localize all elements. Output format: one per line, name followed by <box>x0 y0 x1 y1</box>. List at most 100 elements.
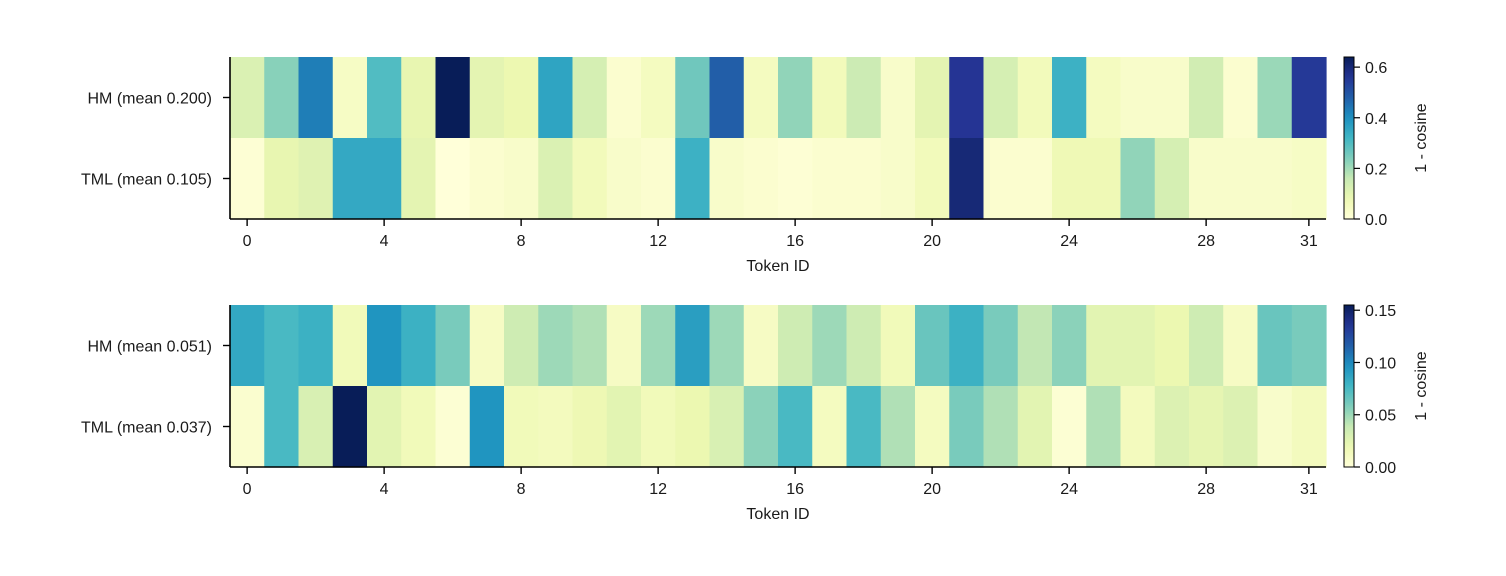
heatmap-cell <box>983 305 1019 387</box>
heatmap-cell <box>641 305 676 387</box>
heatmap-cell <box>298 57 334 139</box>
heatmap-cell <box>264 57 300 139</box>
heatmap-cell <box>1052 386 1087 468</box>
heatmap-cell <box>538 57 574 139</box>
heatmap-cell <box>1086 57 1122 139</box>
heatmap-cell <box>743 305 779 387</box>
heatmap-cell <box>846 386 882 468</box>
heatmap-cell <box>332 386 368 468</box>
x-tick-label: 4 <box>380 481 389 498</box>
heatmap-cell <box>675 386 711 468</box>
heatmap-cell <box>915 305 950 387</box>
heatmap-cell <box>880 386 916 468</box>
heatmap-cell <box>1257 305 1293 387</box>
row-label: TML (mean 0.105) <box>81 172 212 189</box>
colorbar-tick-label: 0.0 <box>1365 212 1387 229</box>
heatmap-cell <box>641 57 676 139</box>
heatmap-cell <box>1086 386 1122 468</box>
x-tick-label: 24 <box>1060 481 1078 498</box>
heatmap-cell <box>230 57 265 139</box>
x-tick-label: 20 <box>923 481 941 498</box>
x-tick-label: 16 <box>786 233 804 250</box>
colorbar-tick-label: 0.4 <box>1365 111 1387 128</box>
x-axis-label: Token ID <box>746 506 809 523</box>
x-tick-label: 0 <box>243 233 252 250</box>
heatmap-cell <box>435 138 471 220</box>
heatmap-cell <box>949 57 985 139</box>
heatmap-cell <box>401 57 437 139</box>
heatmap-cell <box>778 57 813 139</box>
heatmap-cell <box>1189 138 1224 220</box>
heatmap-cell <box>709 57 745 139</box>
heatmap-cell <box>778 305 813 387</box>
heatmap-cell <box>949 138 985 220</box>
heatmap-cell <box>709 305 745 387</box>
heatmap-cell <box>846 138 882 220</box>
heatmap-cell <box>367 386 402 468</box>
colorbar <box>1343 304 1355 468</box>
heatmap-cell <box>367 305 402 387</box>
heatmap-cell <box>1223 57 1259 139</box>
colorbar-tick-label: 0.10 <box>1365 355 1396 372</box>
heatmap-cell <box>1017 138 1053 220</box>
heatmap-cell <box>572 138 608 220</box>
heatmap-cell <box>1052 305 1087 387</box>
heatmap-cell <box>709 386 745 468</box>
heatmap-cell <box>401 305 437 387</box>
heatmap-cell <box>264 138 300 220</box>
heatmap-cell <box>709 138 745 220</box>
heatmap-cell <box>572 305 608 387</box>
heatmap-cell <box>367 138 402 220</box>
heatmap-cell <box>572 386 608 468</box>
heatmap-cell <box>880 57 916 139</box>
x-tick-label: 8 <box>517 233 526 250</box>
heatmap-cell <box>880 305 916 387</box>
heatmap-cell <box>332 138 368 220</box>
heatmap-cell <box>743 386 779 468</box>
colorbar-tick-label: 0.05 <box>1365 408 1396 425</box>
heatmap-cell <box>504 305 539 387</box>
heatmap-cell <box>606 138 642 220</box>
colorbar <box>1343 56 1355 220</box>
colorbar-label: 1 - cosine <box>1413 103 1430 172</box>
heatmap-cell <box>1154 57 1190 139</box>
heatmap-cell <box>983 386 1019 468</box>
heatmap-cell <box>1017 305 1053 387</box>
heatmap-cell <box>435 386 471 468</box>
heatmap-cell <box>675 57 711 139</box>
x-tick-label: 4 <box>380 233 389 250</box>
heatmap-cell <box>812 57 848 139</box>
x-tick-label: 8 <box>517 481 526 498</box>
heatmap-cell <box>1086 305 1122 387</box>
colorbar-label: 1 - cosine <box>1413 351 1430 420</box>
heatmap-cell <box>538 386 574 468</box>
heatmap-cell <box>298 138 334 220</box>
heatmap-cell <box>983 57 1019 139</box>
heatmap-cell <box>812 138 848 220</box>
heatmap-cell <box>1017 386 1053 468</box>
heatmap-cell <box>230 386 265 468</box>
heatmap-cell <box>1291 57 1327 139</box>
heatmap-cell <box>1154 386 1190 468</box>
heatmap-cell <box>504 386 539 468</box>
heatmap-cell <box>1257 386 1293 468</box>
heatmap-cell <box>1052 138 1087 220</box>
x-tick-label: 28 <box>1197 233 1215 250</box>
heatmap-cell <box>1257 57 1293 139</box>
heatmap-cell <box>915 138 950 220</box>
heatmap-cell <box>606 57 642 139</box>
heatmap-cell <box>983 138 1019 220</box>
heatmap-cell <box>572 57 608 139</box>
heatmap-cell <box>846 57 882 139</box>
heatmap-cell <box>435 305 471 387</box>
heatmap-cell <box>1120 138 1156 220</box>
heatmap-cell <box>641 138 676 220</box>
heatmap-cell <box>504 138 539 220</box>
heatmap-cell <box>1086 138 1122 220</box>
heatmap-cell <box>401 386 437 468</box>
heatmap-cell <box>675 138 711 220</box>
x-tick-label: 12 <box>649 233 667 250</box>
heatmap-cell <box>812 305 848 387</box>
heatmap-cell <box>1223 305 1259 387</box>
